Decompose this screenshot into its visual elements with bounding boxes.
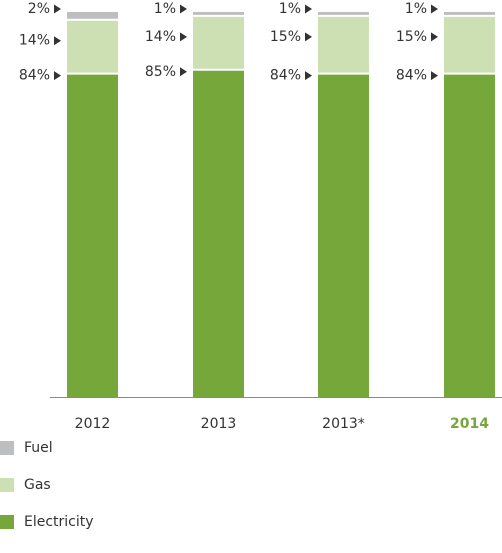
bar-segment [193,15,244,70]
value-label: 84% [19,68,50,84]
label-pointer [305,71,312,81]
legend-label: Gas [24,477,51,493]
x-tick-label: 2014 [450,416,489,432]
value-label: 1% [154,1,176,17]
legend-label: Fuel [24,440,53,456]
label-pointer [431,4,438,14]
bar-segment [193,12,244,16]
x-tick-label: 2013* [322,416,365,432]
x-tick-label: 2013 [201,416,237,432]
value-label: 84% [396,68,427,84]
label-pointer [54,71,61,81]
value-label: 1% [405,1,427,17]
legend-label: Electricity [24,514,94,530]
value-label: 14% [19,33,50,49]
legend-swatch [0,515,14,529]
value-label: 14% [145,29,176,45]
value-label: 85% [145,64,176,80]
label-pointer [305,4,312,14]
x-tick-label: 2012 [75,416,111,432]
bar-segment [444,12,495,16]
label-pointer [54,4,61,14]
label-pointer [54,36,61,46]
bar-segment [318,12,369,16]
legend-swatch [0,478,14,492]
bar-segment [67,12,118,20]
label-pointer [180,32,187,42]
label-pointer [180,4,187,14]
label-pointer [180,67,187,77]
label-pointer [305,32,312,42]
value-label: 15% [396,29,427,45]
value-label: 84% [270,68,301,84]
legend-swatch [0,441,14,455]
bar-segment [67,19,118,74]
value-label: 2% [28,1,50,17]
label-pointer [431,71,438,81]
label-pointer [431,32,438,42]
bar-segment [318,73,369,397]
value-label: 15% [270,29,301,45]
bar-segment [193,69,244,397]
bar-segment [444,73,495,397]
bar-segment [67,73,118,397]
value-label: 1% [279,1,301,17]
bar-segment [444,15,495,74]
bar-segment [318,15,369,74]
